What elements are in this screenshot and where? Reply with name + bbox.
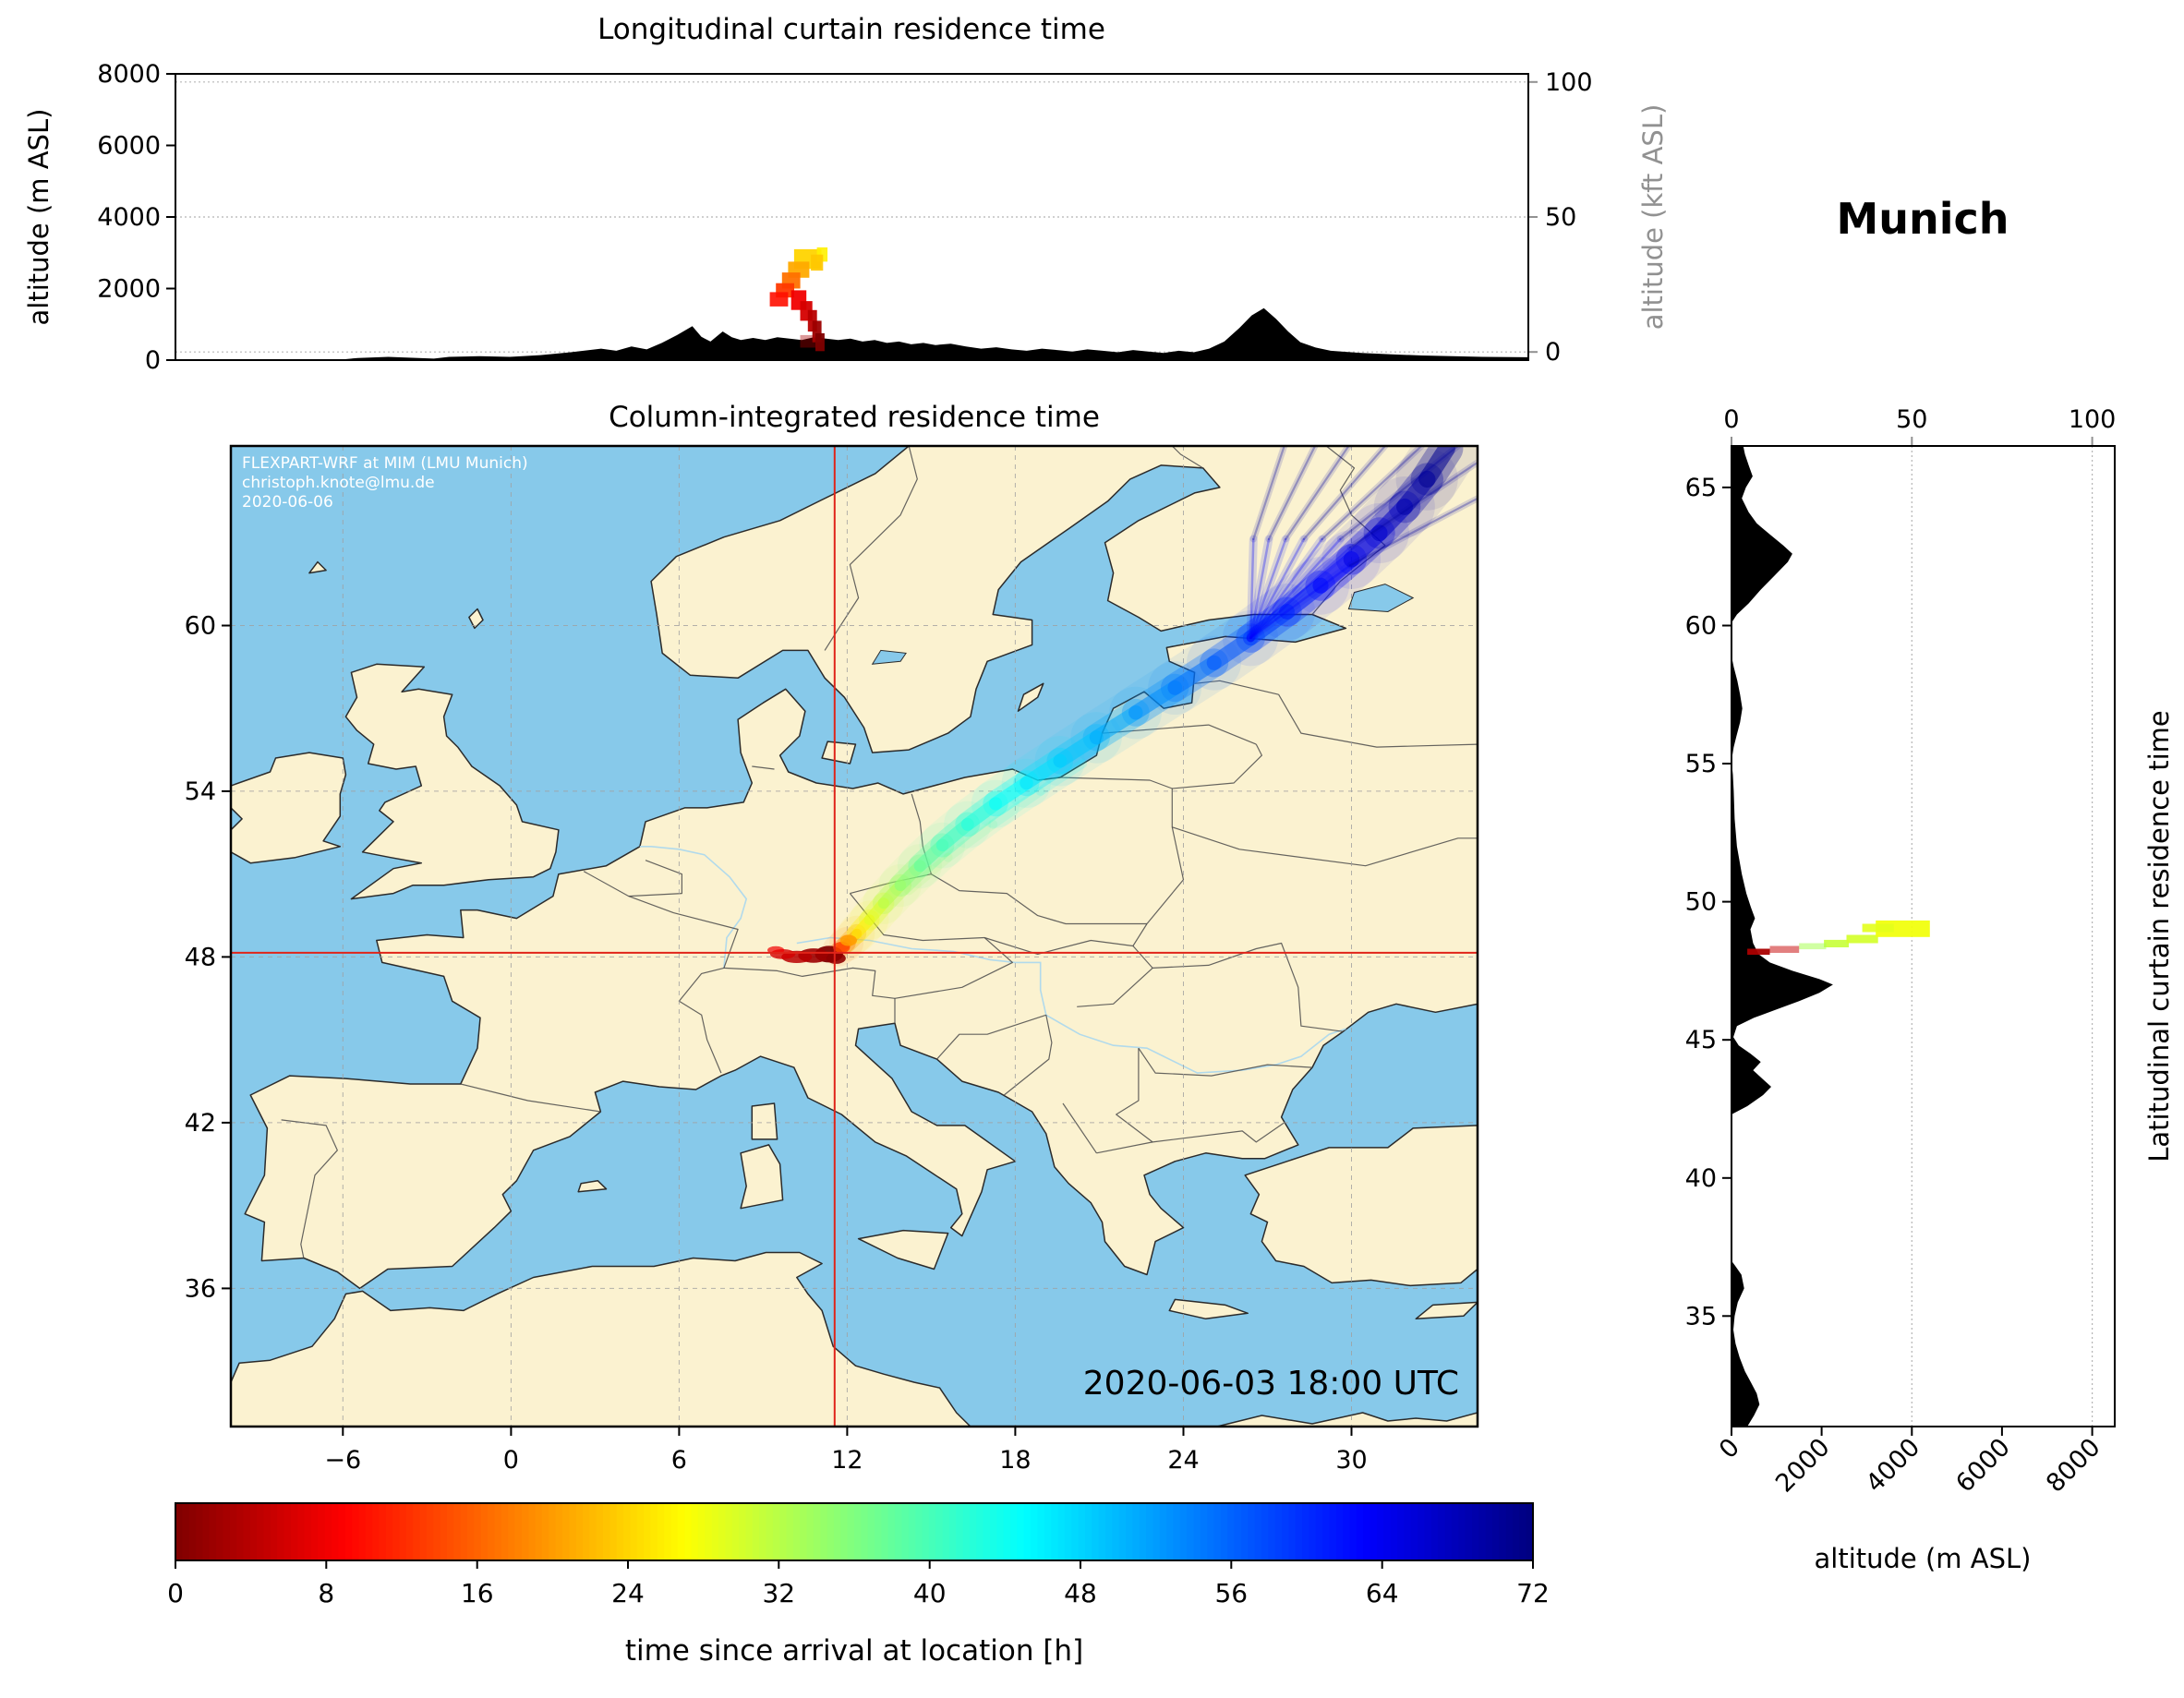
svg-text:4000: 4000 (97, 203, 161, 232)
svg-text:40: 40 (913, 1578, 947, 1608)
land-corsica (751, 1102, 778, 1140)
svg-text:54: 54 (185, 777, 216, 806)
svg-text:55: 55 (1685, 750, 1717, 778)
lake-ladoga (1347, 584, 1415, 613)
land-gotland (1017, 682, 1044, 712)
svg-text:60: 60 (1685, 612, 1717, 641)
svg-text:48: 48 (185, 943, 216, 971)
svg-text:24: 24 (611, 1578, 645, 1608)
svg-text:0: 0 (167, 1578, 184, 1608)
svg-text:8000: 8000 (97, 60, 161, 89)
land-egypt-coast (1216, 1412, 1478, 1427)
watermark-line: FLEXPART-WRF at MIM (LMU Munich) (242, 454, 528, 473)
longitudinal-curtain-panel: 0 2000 4000 6000 8000 0 50 100 (97, 60, 1592, 375)
svg-text:2000: 2000 (1770, 1433, 1836, 1499)
right-terrain-profile (1732, 446, 1833, 1427)
svg-text:24: 24 (1167, 1446, 1199, 1475)
svg-text:45: 45 (1685, 1026, 1717, 1054)
latitudinal-curtain-panel: 35 40 45 50 55 60 65 0 2000 4000 6000 8000 0 50 100 (1685, 405, 2117, 1499)
top-panel-right-ylabel: altitude (kft ASL) (1637, 103, 1669, 331)
watermark-line: 2020-06-06 (242, 493, 333, 512)
svg-text:2000: 2000 (97, 275, 161, 304)
svg-text:64: 64 (1366, 1578, 1399, 1608)
map-plume (767, 446, 1478, 967)
svg-text:48: 48 (1064, 1578, 1097, 1608)
svg-text:50: 50 (1685, 888, 1717, 917)
right-panel-side-label: Latitudinal curtain residence time (2143, 710, 2175, 1162)
svg-text:40: 40 (1685, 1164, 1717, 1193)
svg-text:6000: 6000 (1950, 1433, 2016, 1499)
lake-vanern (871, 649, 907, 665)
land-mallorca (577, 1180, 608, 1193)
land-shetland (468, 608, 484, 630)
land-sardinia (740, 1144, 784, 1210)
svg-text:8: 8 (318, 1578, 334, 1608)
svg-text:0: 0 (1723, 405, 1739, 434)
land-sicily (857, 1229, 949, 1270)
svg-text:72: 72 (1516, 1578, 1550, 1608)
land-europe-mainland (244, 446, 1478, 1290)
svg-text:4000: 4000 (1861, 1433, 1926, 1499)
svg-text:16: 16 (461, 1578, 494, 1608)
svg-text:0: 0 (1714, 1433, 1745, 1464)
svg-text:65: 65 (1685, 474, 1717, 502)
svg-text:100: 100 (1545, 68, 1593, 97)
land-cyprus (1415, 1301, 1478, 1320)
top-terrain-profile (175, 307, 1528, 360)
svg-text:50: 50 (1545, 203, 1576, 232)
land-turkey (1244, 1125, 1478, 1287)
svg-text:56: 56 (1214, 1578, 1248, 1608)
svg-text:100: 100 (2069, 405, 2117, 434)
colorbar-label: time since arrival at location [h] (624, 1634, 1084, 1668)
right-panel-xlabel: altitude (m ASL) (1814, 1543, 2032, 1574)
svg-text:0: 0 (503, 1446, 519, 1475)
land-faroe (308, 560, 327, 574)
svg-text:42: 42 (185, 1109, 216, 1138)
watermark-line: christoph.knote@lmu.de (242, 474, 435, 492)
svg-text:18: 18 (999, 1446, 1031, 1475)
svg-text:0: 0 (145, 346, 161, 375)
svg-text:0: 0 (1545, 338, 1561, 367)
svg-text:−6: −6 (324, 1446, 361, 1475)
svg-text:60: 60 (185, 612, 216, 641)
svg-text:12: 12 (831, 1446, 863, 1475)
land-zealand (821, 741, 857, 765)
map-title: Column-integrated residence time (609, 401, 1100, 434)
svg-text:36: 36 (185, 1274, 216, 1303)
map-panel: −6 0 6 12 18 24 30 36 42 48 54 60 (185, 444, 1479, 1475)
svg-text:30: 30 (1335, 1446, 1367, 1475)
land-crete (1168, 1298, 1249, 1320)
land-ireland (231, 752, 347, 864)
top-panel-ylabel: altitude (m ASL) (23, 108, 54, 326)
map-watermark: FLEXPART-WRF at MIM (LMU Munich) christo… (242, 454, 528, 512)
svg-text:50: 50 (1896, 405, 1927, 434)
svg-text:6: 6 (671, 1446, 687, 1475)
land-north-africa (231, 1251, 971, 1427)
location-title: Munich (1836, 194, 2009, 244)
colorbar: 0 8 16 24 32 40 48 56 64 72 (167, 1502, 1550, 1608)
top-panel-title: Longitudinal curtain residence time (597, 13, 1105, 46)
svg-text:8000: 8000 (2041, 1433, 2106, 1499)
svg-text:35: 35 (1685, 1302, 1717, 1331)
map-timestamp: 2020-06-03 18:00 UTC (1082, 1365, 1459, 1403)
svg-text:32: 32 (762, 1578, 795, 1608)
land-great-britain (344, 663, 560, 900)
svg-text:6000: 6000 (97, 132, 161, 161)
